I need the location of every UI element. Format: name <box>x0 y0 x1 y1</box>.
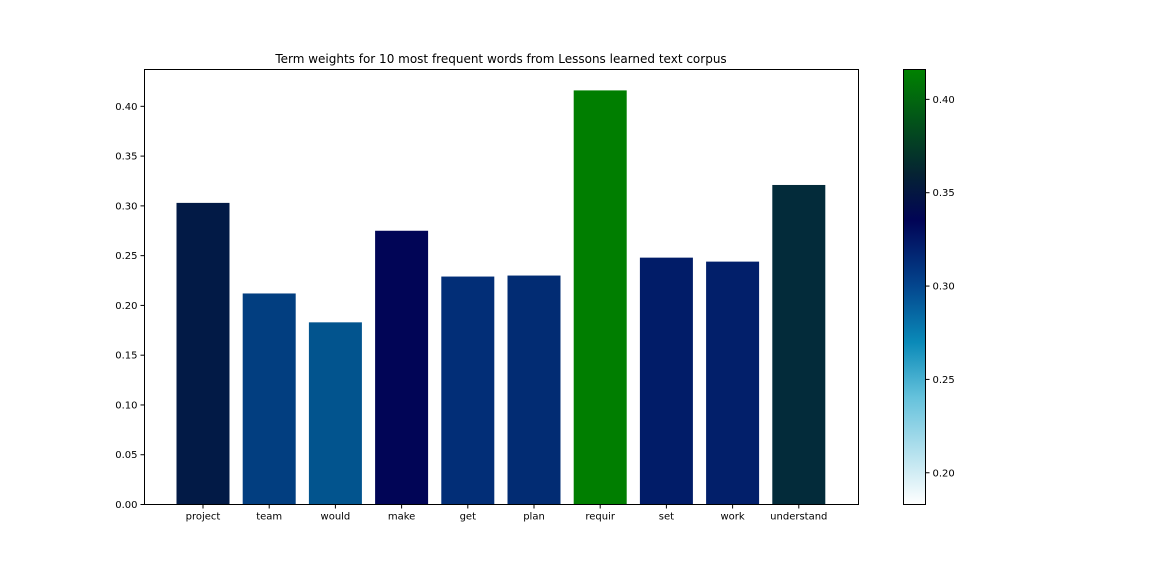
y-tick-label: 0.00 <box>115 500 137 511</box>
colorbar-tick-label: 0.20 <box>933 468 955 479</box>
x-axis: project team would make get plan requir set work… <box>186 504 827 523</box>
colorbar-tick-label: 0.30 <box>933 282 955 293</box>
colorbar-tick-label: 0.35 <box>933 188 955 199</box>
colorbar-tick-label: 0.40 <box>933 95 955 106</box>
x-tick-label: get <box>460 512 477 523</box>
bar-plan <box>507 275 561 505</box>
y-tick-label: 0.30 <box>115 201 137 212</box>
bar-team <box>242 293 296 505</box>
colorbar-gradient <box>903 69 926 505</box>
bar-work <box>706 261 760 505</box>
bar-would <box>308 322 362 505</box>
y-axis: 0.00 0.05 0.10 0.15 0.20 0.25 0.30 0.35 0.40 <box>115 102 145 511</box>
bars-layer <box>176 90 826 505</box>
bar-requir <box>573 90 627 505</box>
bar-get <box>441 276 495 505</box>
y-tick-label: 0.10 <box>115 400 137 411</box>
bar-understand <box>772 184 826 505</box>
colorbar: 0.20 0.25 0.30 0.35 0.40 <box>903 69 955 505</box>
chart-title: Term weights for 10 most frequent words … <box>274 52 726 66</box>
bar-make <box>375 230 429 505</box>
bar-set <box>639 257 693 505</box>
y-tick-label: 0.25 <box>115 251 137 262</box>
x-tick-label: would <box>321 512 351 523</box>
x-tick-label: requir <box>585 512 616 523</box>
bar-project <box>176 202 230 505</box>
y-tick-label: 0.20 <box>115 301 137 312</box>
x-tick-label: understand <box>770 512 827 523</box>
y-tick-label: 0.40 <box>115 102 137 113</box>
plot-frame <box>144 69 859 505</box>
y-tick-label: 0.15 <box>115 351 137 362</box>
x-tick-label: project <box>186 512 221 523</box>
y-tick-label: 0.05 <box>115 450 137 461</box>
x-tick-label: plan <box>523 512 545 523</box>
y-tick-label: 0.35 <box>115 152 137 163</box>
x-tick-label: set <box>659 512 674 523</box>
x-tick-label: team <box>256 512 282 523</box>
colorbar-tick-label: 0.25 <box>933 375 955 386</box>
x-tick-label: work <box>720 512 744 523</box>
x-tick-label: make <box>388 512 415 523</box>
